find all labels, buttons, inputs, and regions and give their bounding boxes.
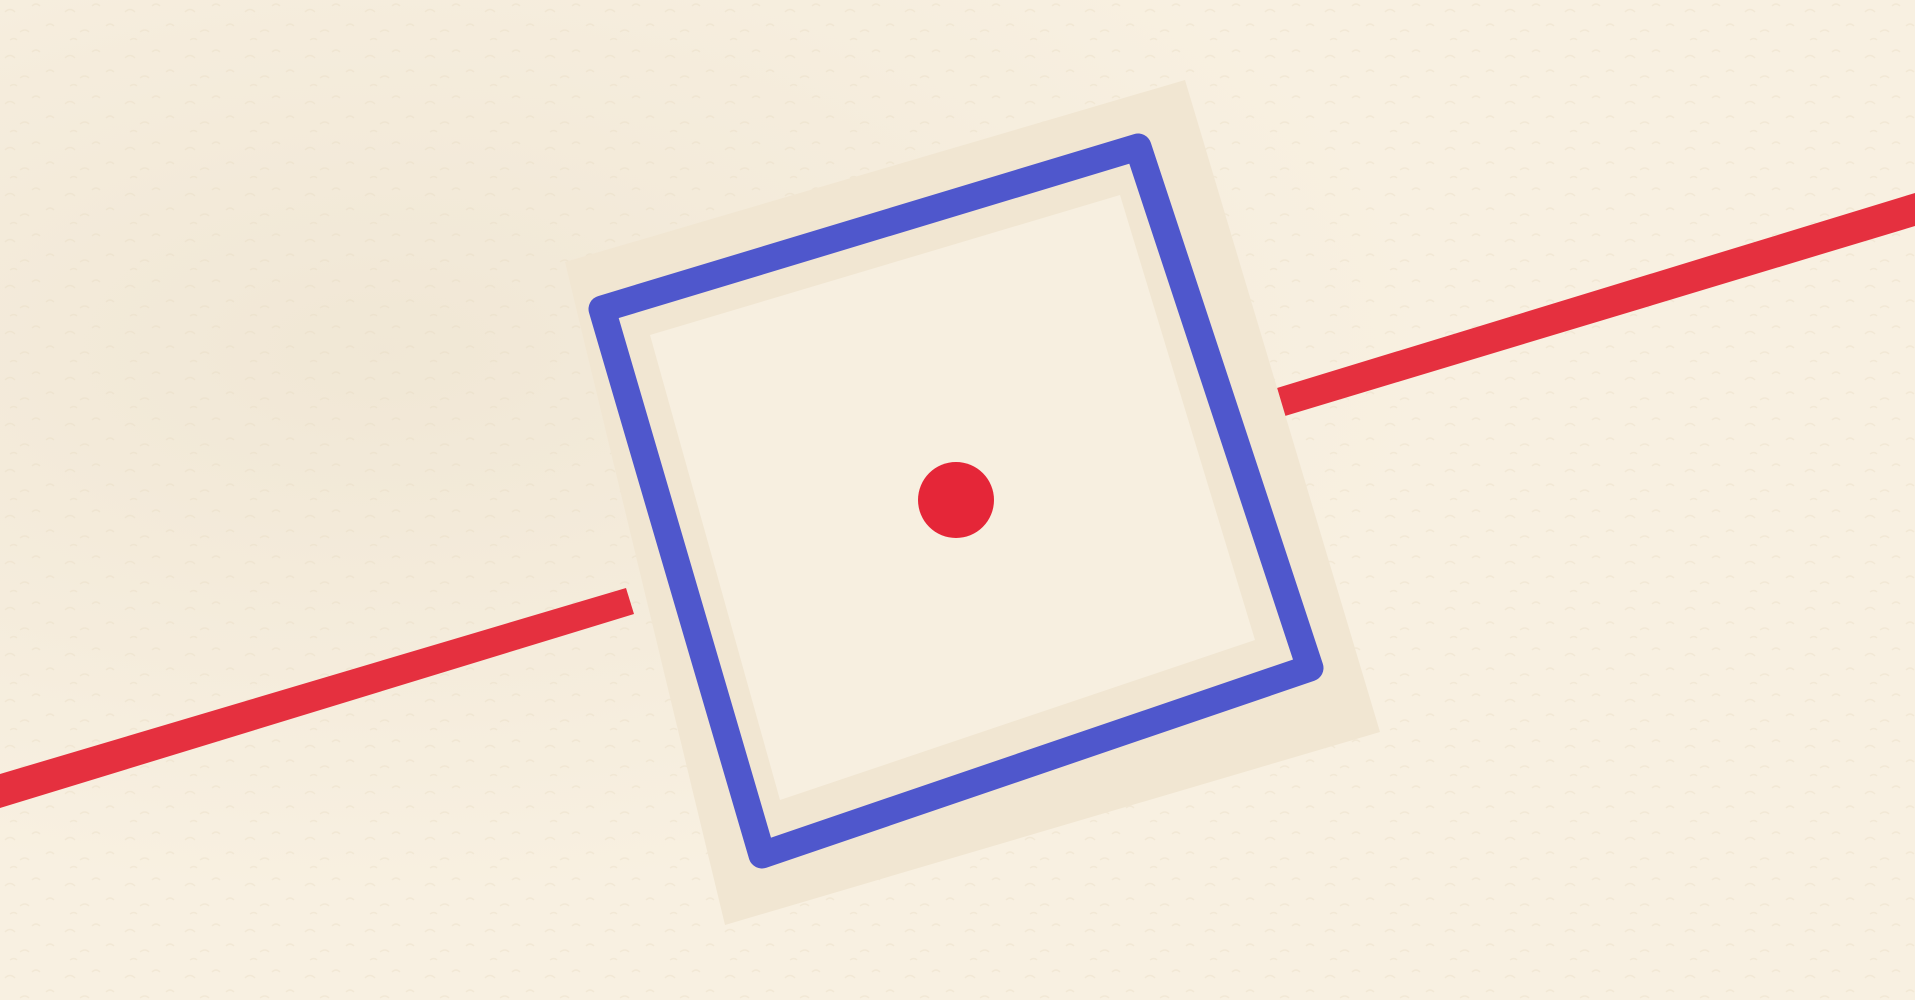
laser-line-right [1277,193,1915,416]
target-dot-icon[interactable] [918,462,994,538]
laser-line-left [0,588,634,808]
frame-border[interactable] [588,133,1324,869]
